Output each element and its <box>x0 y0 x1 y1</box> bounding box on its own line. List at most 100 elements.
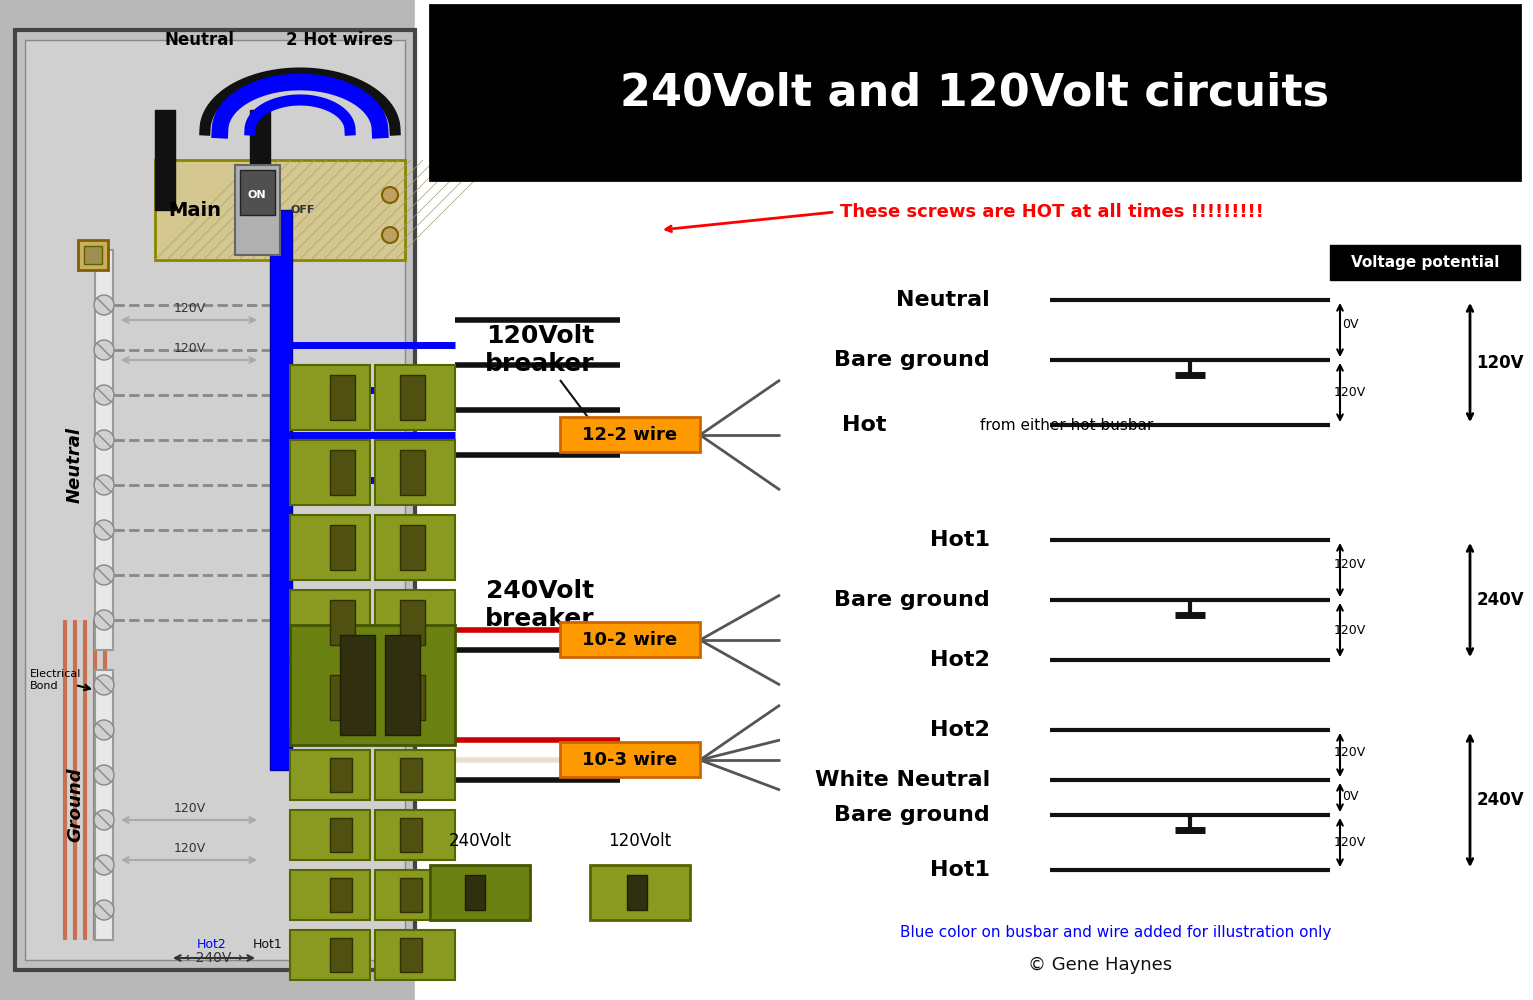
Bar <box>1331 245 1521 280</box>
Text: from either hot busbar: from either hot busbar <box>980 418 1153 432</box>
Bar <box>290 930 369 980</box>
Text: Neutral: Neutral <box>166 31 235 49</box>
Text: Hot: Hot <box>843 415 888 435</box>
Text: Ground: Ground <box>66 768 84 842</box>
Bar <box>290 590 369 655</box>
Circle shape <box>94 340 113 360</box>
Bar <box>400 450 425 495</box>
Text: Neutral: Neutral <box>66 427 84 503</box>
Text: These screws are HOT at all times !!!!!!!!!: These screws are HOT at all times !!!!!!… <box>840 203 1263 221</box>
Bar <box>376 365 455 430</box>
Text: Neutral: Neutral <box>897 290 990 310</box>
Bar <box>376 515 455 580</box>
Text: 120V: 120V <box>173 342 205 355</box>
Text: 120V: 120V <box>173 802 205 814</box>
Circle shape <box>382 227 399 243</box>
Bar <box>429 865 530 920</box>
Bar <box>400 758 422 792</box>
Bar <box>330 758 353 792</box>
Text: Hot2: Hot2 <box>931 650 990 670</box>
Text: 120V: 120V <box>1334 746 1366 758</box>
Bar <box>400 878 422 912</box>
Circle shape <box>94 810 113 830</box>
Bar <box>330 525 356 570</box>
Circle shape <box>94 855 113 875</box>
Text: 120Volt: 120Volt <box>609 832 671 850</box>
Text: Hot2: Hot2 <box>931 720 990 740</box>
Bar <box>376 440 455 505</box>
Bar <box>290 625 455 745</box>
Circle shape <box>94 675 113 695</box>
Text: Main: Main <box>169 200 221 220</box>
Bar <box>155 160 405 260</box>
Bar <box>400 525 425 570</box>
Text: 120V: 120V <box>1334 558 1366 572</box>
Bar <box>290 515 369 580</box>
Text: 2 Hot wires: 2 Hot wires <box>287 31 394 49</box>
Bar <box>241 170 274 215</box>
Text: 120V: 120V <box>1334 385 1366 398</box>
Text: 240Volt: 240Volt <box>449 832 512 850</box>
Bar <box>376 930 455 980</box>
Circle shape <box>382 187 399 203</box>
Bar <box>15 30 415 970</box>
Bar <box>415 0 1533 1000</box>
Text: ON: ON <box>248 190 267 200</box>
Bar <box>290 810 369 860</box>
Bar <box>400 818 422 852</box>
Text: 240Volt
breaker: 240Volt breaker <box>484 579 595 631</box>
Bar <box>250 110 270 210</box>
Bar <box>590 865 690 920</box>
Text: Bare ground: Bare ground <box>834 590 990 610</box>
Text: 10-3 wire: 10-3 wire <box>583 751 678 769</box>
Bar <box>464 875 484 910</box>
Bar <box>95 670 113 940</box>
Circle shape <box>94 520 113 540</box>
Text: ←240V→: ←240V→ <box>184 951 244 965</box>
Bar <box>330 818 353 852</box>
Bar <box>400 938 422 972</box>
Text: White Neutral: White Neutral <box>814 770 990 790</box>
Bar <box>376 810 455 860</box>
Bar <box>290 665 369 730</box>
Bar <box>560 622 701 657</box>
Bar <box>376 870 455 920</box>
Text: 120V: 120V <box>1476 354 1524 372</box>
Bar <box>270 210 291 770</box>
Text: 0V: 0V <box>1341 790 1358 804</box>
Bar <box>235 165 281 255</box>
Circle shape <box>94 475 113 495</box>
Circle shape <box>94 720 113 740</box>
Text: Bare ground: Bare ground <box>834 350 990 370</box>
Text: 240Volt and 120Volt circuits: 240Volt and 120Volt circuits <box>621 72 1329 114</box>
Text: 120V: 120V <box>1334 624 1366 637</box>
Bar <box>560 742 701 777</box>
Bar <box>330 450 356 495</box>
Bar <box>95 250 113 650</box>
Circle shape <box>94 385 113 405</box>
Text: Bare ground: Bare ground <box>834 805 990 825</box>
Bar <box>340 635 376 735</box>
Text: Blue color on busbar and wire added for illustration only: Blue color on busbar and wire added for … <box>900 924 1331 940</box>
Circle shape <box>94 900 113 920</box>
Bar <box>330 938 353 972</box>
Bar <box>290 440 369 505</box>
Bar <box>429 5 1521 180</box>
Text: 0V: 0V <box>1341 318 1358 332</box>
Bar <box>400 675 425 720</box>
Bar <box>376 665 455 730</box>
Bar <box>376 590 455 655</box>
Bar <box>385 635 420 735</box>
Text: 120V: 120V <box>1334 836 1366 848</box>
Circle shape <box>94 765 113 785</box>
Text: © Gene Haynes: © Gene Haynes <box>1029 956 1173 974</box>
Text: Hot1: Hot1 <box>931 530 990 550</box>
Text: 10-2 wire: 10-2 wire <box>583 631 678 649</box>
Text: Electrical
Bond: Electrical Bond <box>31 669 81 691</box>
Text: Voltage potential: Voltage potential <box>1351 255 1499 270</box>
Circle shape <box>94 295 113 315</box>
Text: 120V: 120V <box>173 842 205 854</box>
Text: Hot1: Hot1 <box>931 860 990 880</box>
Bar <box>290 750 369 800</box>
Circle shape <box>94 430 113 450</box>
